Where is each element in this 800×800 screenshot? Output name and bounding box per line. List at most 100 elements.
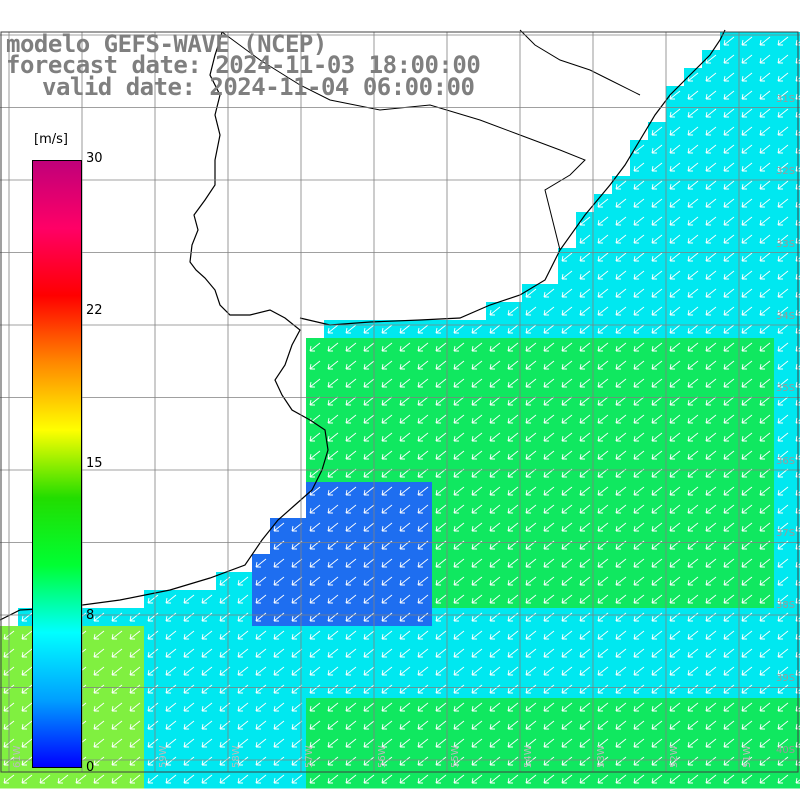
wind-arrow bbox=[723, 108, 735, 118]
wind-arrow bbox=[435, 324, 447, 334]
wind-arrow bbox=[543, 594, 555, 604]
wind-arrow bbox=[417, 756, 429, 766]
wind-arrow bbox=[687, 450, 699, 460]
wind-arrow bbox=[633, 756, 645, 766]
wind-arrow bbox=[291, 594, 303, 604]
wind-arrow bbox=[597, 414, 609, 424]
wind-arrow bbox=[633, 702, 645, 712]
wind-arrow bbox=[741, 666, 753, 676]
wind-arrow bbox=[651, 522, 663, 532]
wind-arrow bbox=[579, 414, 591, 424]
wind-arrow bbox=[579, 684, 591, 694]
wind-arrow bbox=[381, 432, 393, 442]
wind-arrow bbox=[723, 612, 735, 622]
wind-arrow bbox=[777, 324, 789, 334]
colorbar-tick-22: 22 bbox=[86, 303, 103, 318]
wind-arrow bbox=[471, 666, 483, 676]
wind-arrow bbox=[363, 360, 375, 370]
wind-arrow bbox=[759, 54, 771, 64]
wind-arrow bbox=[327, 684, 339, 694]
wind-arrow bbox=[435, 702, 447, 712]
wind-arrow bbox=[777, 288, 789, 298]
wind-arrow bbox=[705, 306, 717, 316]
wind-arrow bbox=[651, 162, 663, 172]
wind-arrow bbox=[705, 378, 717, 388]
wind-arrow bbox=[147, 666, 159, 676]
wind-arrow bbox=[777, 162, 789, 172]
wind-arrow bbox=[651, 486, 663, 496]
wind-arrow bbox=[687, 144, 699, 154]
wind-arrow bbox=[759, 378, 771, 388]
wind-cell bbox=[792, 176, 800, 195]
colorbar-unit: [m/s] bbox=[34, 132, 68, 147]
wind-arrow bbox=[669, 252, 681, 262]
wind-cell bbox=[792, 230, 800, 249]
wind-arrow bbox=[363, 738, 375, 748]
wind-arrow bbox=[615, 720, 627, 730]
wind-arrow bbox=[615, 594, 627, 604]
wind-arrow bbox=[579, 324, 591, 334]
wind-arrow bbox=[705, 198, 717, 208]
wind-arrow bbox=[597, 738, 609, 748]
wind-arrow bbox=[489, 342, 501, 352]
wind-arrow bbox=[723, 90, 735, 100]
wind-arrow bbox=[345, 324, 357, 334]
wind-arrow bbox=[381, 612, 393, 622]
wind-arrow bbox=[597, 702, 609, 712]
wind-arrow bbox=[435, 396, 447, 406]
wind-arrow bbox=[165, 720, 177, 730]
wind-arrow bbox=[633, 270, 645, 280]
wind-arrow bbox=[741, 324, 753, 334]
wind-arrow bbox=[777, 360, 789, 370]
wind-arrow bbox=[399, 594, 411, 604]
wind-arrow bbox=[165, 612, 177, 622]
wind-arrow bbox=[327, 774, 339, 784]
wind-arrow bbox=[759, 414, 771, 424]
wind-arrow bbox=[705, 756, 717, 766]
wind-arrow bbox=[201, 774, 213, 784]
wind-arrow bbox=[723, 342, 735, 352]
wind-arrow bbox=[525, 504, 537, 514]
wind-arrow bbox=[507, 396, 519, 406]
wind-arrow bbox=[669, 216, 681, 226]
wind-arrow bbox=[345, 360, 357, 370]
wind-arrow bbox=[471, 684, 483, 694]
wind-arrow bbox=[777, 504, 789, 514]
wind-arrow bbox=[561, 648, 573, 658]
wind-arrow bbox=[669, 720, 681, 730]
wind-arrow bbox=[561, 738, 573, 748]
wind-arrow bbox=[111, 702, 123, 712]
wind-arrow bbox=[93, 720, 105, 730]
wind-arrow bbox=[741, 432, 753, 442]
wind-arrow bbox=[615, 342, 627, 352]
wind-arrow bbox=[741, 54, 753, 64]
wind-arrow bbox=[489, 486, 501, 496]
wind-arrow bbox=[633, 594, 645, 604]
wind-arrow bbox=[255, 720, 267, 730]
wind-arrow bbox=[93, 774, 105, 784]
wind-arrow bbox=[345, 396, 357, 406]
wind-arrow bbox=[597, 450, 609, 460]
wind-arrow bbox=[633, 306, 645, 316]
wind-arrow bbox=[669, 396, 681, 406]
wind-arrow bbox=[273, 522, 285, 532]
wind-arrow bbox=[381, 702, 393, 712]
wind-arrow bbox=[507, 378, 519, 388]
wind-arrow bbox=[399, 342, 411, 352]
wind-arrow bbox=[327, 486, 339, 496]
wind-arrow bbox=[759, 774, 771, 784]
lat-label: 34S bbox=[776, 311, 796, 322]
wind-arrow bbox=[615, 378, 627, 388]
wind-arrow bbox=[453, 396, 465, 406]
wind-arrow bbox=[255, 756, 267, 766]
wind-arrow bbox=[21, 720, 33, 730]
wind-arrow bbox=[687, 612, 699, 622]
wind-arrow bbox=[723, 216, 735, 226]
wind-arrow bbox=[507, 684, 519, 694]
wind-arrow bbox=[777, 252, 789, 262]
wind-arrow bbox=[741, 594, 753, 604]
wind-arrow bbox=[597, 684, 609, 694]
wind-arrow bbox=[759, 306, 771, 316]
wind-arrow bbox=[471, 342, 483, 352]
wind-arrow bbox=[741, 342, 753, 352]
